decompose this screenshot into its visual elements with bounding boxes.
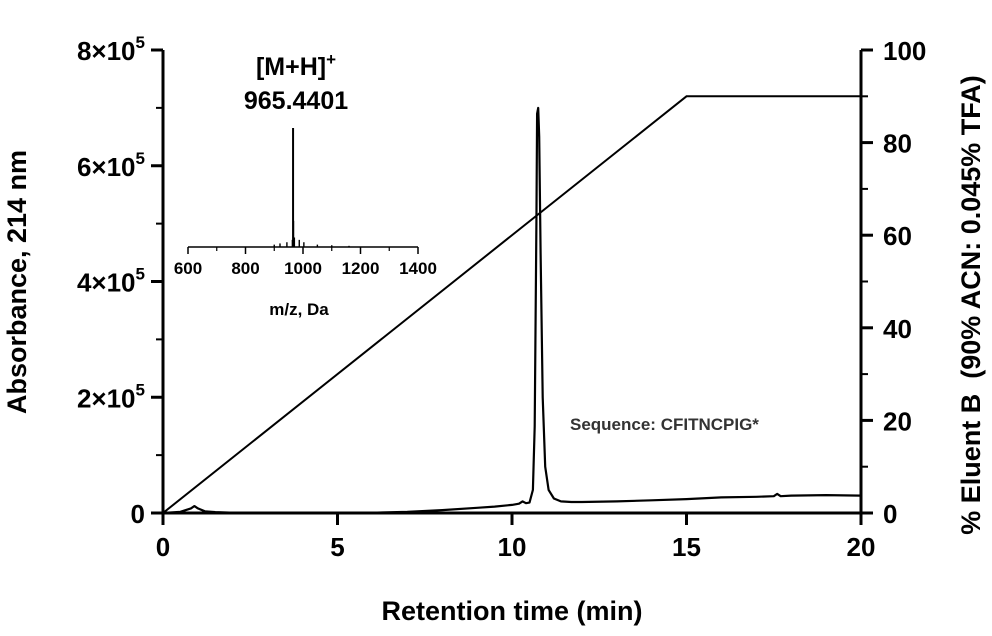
y-tick-label: 8×105 (77, 33, 145, 66)
y-tick-mantissa: 4×10 (77, 268, 136, 298)
y-ticks-right: 0 20 40 60 80 100 (861, 36, 926, 529)
series-absorbance-line (162, 106, 862, 515)
y-tick-exponent: 5 (136, 149, 145, 168)
y-tick-label: 4×105 (77, 265, 145, 298)
y2-tick-label: 100 (883, 36, 926, 66)
x-axis-title: Retention time (min) (382, 596, 643, 626)
y2-tick-label: 80 (883, 129, 912, 159)
y-tick-mantissa: 6×10 (77, 152, 136, 182)
inset-x-tick-label: 1200 (342, 259, 380, 278)
inset-x-ticks: 600 800 1000 1200 1400 (174, 247, 437, 278)
x-tick-label: 5 (330, 532, 344, 562)
y-tick-label: 0 (131, 499, 145, 529)
y-tick-exponent: 5 (136, 33, 145, 52)
series-eluent-b-line (162, 95, 861, 514)
inset-peak-ion-label: [M+H]+ (256, 50, 336, 81)
sequence-annotation: Sequence: CFITNCPIG* (570, 415, 759, 434)
x-ticks: 0 5 10 15 20 (156, 513, 876, 562)
y2-tick-label: 0 (883, 499, 897, 529)
inset-x-axis-title: m/z, Da (269, 300, 329, 319)
inset-x-tick-label: 1400 (399, 259, 437, 278)
inset-mass-spectrum: 600 800 1000 1200 1400 m/z, Da [M+H]+ 965.44… (174, 50, 437, 319)
y2-tick-label: 20 (883, 406, 912, 436)
x-tick-label: 10 (498, 532, 527, 562)
y-tick-exponent: 5 (136, 380, 145, 399)
y-tick-mantissa: 2×10 (77, 383, 136, 413)
y-tick-label: 6×105 (77, 149, 145, 182)
x-tick-label: 15 (672, 532, 701, 562)
inset-x-tick-label: 800 (231, 259, 259, 278)
x-tick-label: 20 (847, 532, 876, 562)
y-tick-mantissa: 0 (131, 499, 145, 529)
x-tick-label: 0 (156, 532, 170, 562)
inset-peaks (273, 128, 350, 247)
y2-tick-label: 60 (883, 221, 912, 251)
y-tick-exponent: 5 (136, 265, 145, 284)
y2-tick-label: 40 (883, 314, 912, 344)
y-tick-label: 2×105 (77, 380, 145, 413)
y-tick-mantissa: 8×10 (77, 36, 136, 66)
inset-peak-ion-sup: + (326, 50, 336, 69)
y-axis-right-title: % Eluent B (90% ACN: 0.045% TFA) (956, 75, 986, 535)
y-axis-left-title: Absorbance, 214 nm (2, 150, 32, 414)
inset-peak-mz-label: 965.4401 (244, 87, 348, 115)
inset-x-tick-label: 600 (174, 259, 202, 278)
inset-peak-ion-text: [M+H] (256, 53, 326, 81)
inset-x-tick-label: 1000 (284, 259, 322, 278)
